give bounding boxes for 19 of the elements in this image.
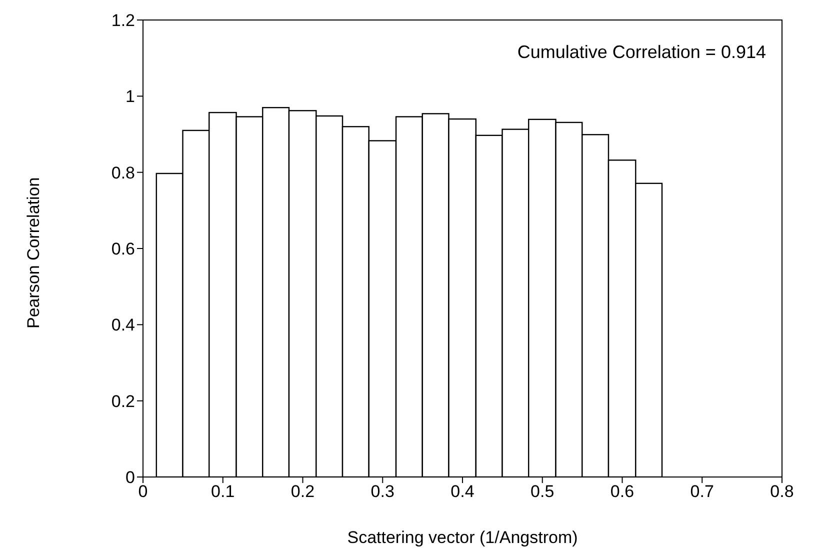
y-tick-label: 0.6 bbox=[111, 240, 135, 259]
y-axis-title: Pearson Correlation bbox=[24, 177, 44, 328]
y-tick-label: 0.8 bbox=[111, 163, 135, 182]
y-tick-label: 0 bbox=[126, 468, 135, 488]
x-tick-label: 0.4 bbox=[450, 482, 474, 502]
x-axis-title: Scattering vector (1/Angstrom) bbox=[347, 528, 578, 547]
x-tick-label: 0.6 bbox=[610, 482, 634, 502]
x-tick-label: 0.7 bbox=[690, 482, 714, 502]
x-tick-label: 0 bbox=[138, 482, 148, 502]
x-tick-label: 0.5 bbox=[530, 482, 554, 502]
x-tick-label: 0.2 bbox=[290, 482, 315, 502]
x-tick-label: 0.1 bbox=[211, 482, 235, 502]
annotation: Cumulative Correlation = 0.914 bbox=[517, 42, 766, 62]
y-tick-label: 1.2 bbox=[111, 11, 135, 30]
y-tick-label: 0.2 bbox=[111, 392, 135, 411]
x-tick-label: 0.8 bbox=[770, 482, 794, 502]
x-tick-label: 0.3 bbox=[370, 482, 394, 502]
y-tick-label: 1 bbox=[126, 87, 135, 106]
y-tick-label: 0.4 bbox=[111, 316, 135, 335]
